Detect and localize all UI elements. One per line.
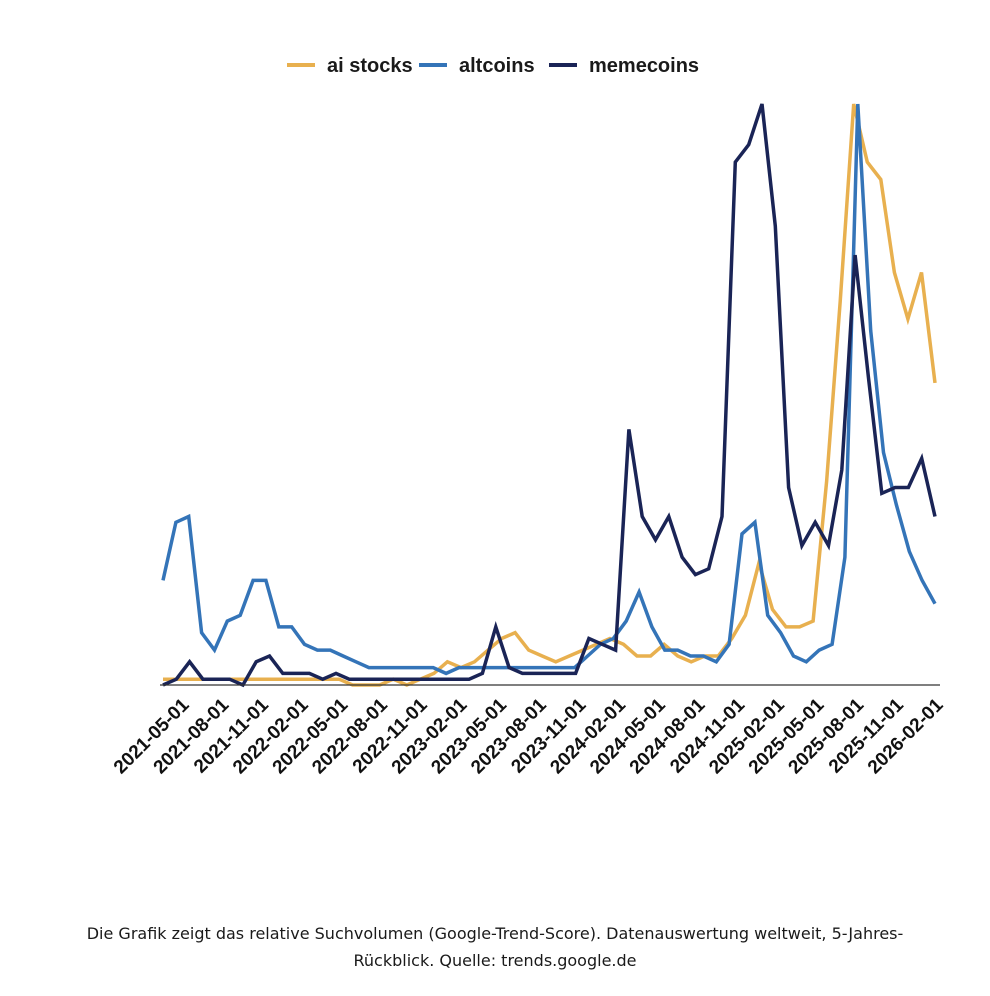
series-line-ai-stocks <box>163 103 937 687</box>
chart-legend: ai stocks altcoins memecoins <box>287 55 699 77</box>
caption-line-2: Rückblick. Quelle: trends.google.de <box>353 951 637 970</box>
legend-item-altcoins: altcoins <box>419 55 535 77</box>
line-chart: ai stocks altcoins memecoins 2021-05-01202… <box>110 55 948 778</box>
chart-caption: Die Grafik zeigt das relative Suchvolume… <box>40 920 950 974</box>
series-line-memecoins <box>162 103 937 688</box>
series-lines <box>161 103 937 688</box>
series-line-altcoins <box>161 103 937 676</box>
legend-label: memecoins <box>589 55 699 77</box>
legend-label: ai stocks <box>327 55 413 77</box>
legend-item-memecoins: memecoins <box>549 55 699 77</box>
caption-line-1: Die Grafik zeigt das relative Suchvolume… <box>86 924 904 943</box>
x-axis-ticks: 2021-05-012021-08-012021-11-012022-02-01… <box>110 694 948 778</box>
legend-label: altcoins <box>459 55 535 77</box>
legend-item-ai-stocks: ai stocks <box>287 55 413 77</box>
